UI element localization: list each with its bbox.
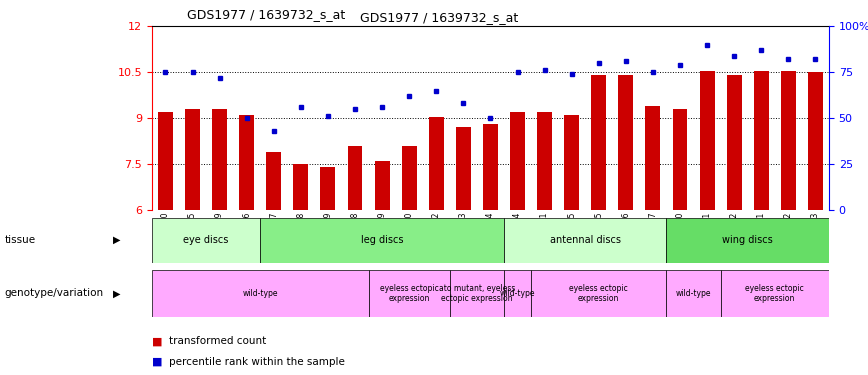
Text: eyeless ectopic
expression: eyeless ectopic expression	[380, 284, 438, 303]
Bar	[450, 270, 504, 317]
Bar	[369, 270, 450, 317]
Bar	[537, 112, 552, 210]
Bar	[320, 167, 335, 210]
Bar	[504, 217, 667, 262]
Bar	[618, 75, 634, 210]
Text: wild-type: wild-type	[500, 289, 536, 298]
Text: eye discs: eye discs	[183, 235, 229, 245]
Bar	[720, 270, 829, 317]
Bar	[781, 70, 796, 210]
Text: tissue: tissue	[4, 235, 36, 245]
Text: antennal discs: antennal discs	[549, 235, 621, 245]
Bar	[727, 75, 741, 210]
Bar	[293, 164, 308, 210]
Text: ▶: ▶	[114, 288, 121, 298]
Bar	[266, 152, 281, 210]
Bar	[185, 109, 200, 210]
Text: genotype/variation: genotype/variation	[4, 288, 103, 298]
Bar	[510, 112, 525, 210]
Text: ▶: ▶	[114, 235, 121, 245]
Bar	[402, 146, 417, 210]
Bar	[504, 270, 531, 317]
Text: transformed count: transformed count	[169, 336, 266, 346]
Text: wild-type: wild-type	[676, 289, 711, 298]
Bar	[456, 128, 470, 210]
Text: wing discs: wing discs	[722, 235, 773, 245]
Bar	[531, 270, 667, 317]
Bar	[240, 115, 254, 210]
Text: eyeless ectopic
expression: eyeless ectopic expression	[746, 284, 804, 303]
Bar	[667, 270, 720, 317]
Bar	[152, 270, 369, 317]
Bar	[646, 106, 661, 210]
Bar	[591, 75, 606, 210]
Bar	[700, 70, 714, 210]
Bar	[260, 217, 504, 262]
Bar	[667, 217, 829, 262]
Text: percentile rank within the sample: percentile rank within the sample	[169, 357, 345, 367]
Text: GDS1977 / 1639732_s_at: GDS1977 / 1639732_s_at	[187, 8, 345, 21]
Bar	[808, 72, 823, 210]
Bar	[429, 117, 444, 210]
Text: ■: ■	[152, 336, 162, 346]
Bar	[753, 70, 769, 210]
Bar	[158, 112, 173, 210]
Bar	[152, 217, 260, 262]
Text: GDS1977 / 1639732_s_at: GDS1977 / 1639732_s_at	[360, 11, 518, 24]
Text: wild-type: wild-type	[242, 289, 278, 298]
Bar	[564, 115, 579, 210]
Bar	[483, 124, 498, 210]
Bar	[212, 109, 227, 210]
Bar	[673, 109, 687, 210]
Text: leg discs: leg discs	[361, 235, 404, 245]
Bar	[375, 161, 390, 210]
Text: ■: ■	[152, 357, 162, 367]
Text: eyeless ectopic
expression: eyeless ectopic expression	[569, 284, 628, 303]
Bar	[347, 146, 363, 210]
Text: ato mutant, eyeless
ectopic expression: ato mutant, eyeless ectopic expression	[438, 284, 515, 303]
